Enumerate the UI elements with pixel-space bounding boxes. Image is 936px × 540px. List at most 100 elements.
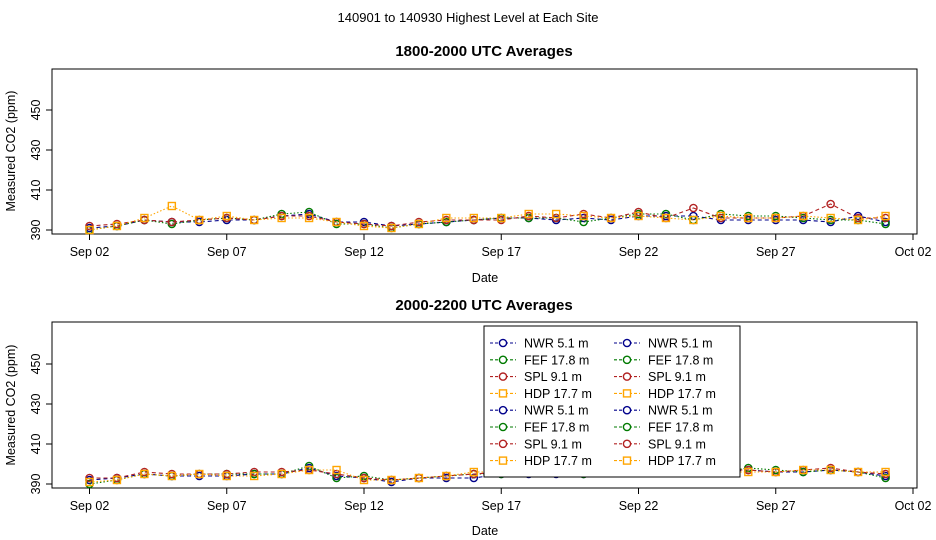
- legend-marker: [498, 355, 508, 365]
- x-tick-label: Sep 27: [756, 499, 796, 513]
- legend-label: NWR 5.1 m: [648, 404, 713, 418]
- x-tick-label: Sep 17: [481, 245, 521, 259]
- legend-marker: [498, 439, 508, 449]
- legend-marker: [622, 355, 632, 365]
- legend-entry: SPL 9.1 m: [490, 437, 582, 451]
- data-point: [222, 211, 231, 221]
- data-point: [469, 213, 478, 223]
- data-point: [222, 471, 231, 481]
- series-line: [89, 203, 886, 227]
- legend-label: NWR 5.1 m: [524, 404, 589, 418]
- x-tick-label: Oct 02: [895, 245, 932, 259]
- y-tick-label: 430: [29, 394, 43, 415]
- data-point: [497, 213, 506, 223]
- x-tick-label: Sep 07: [207, 499, 247, 513]
- data-point: [442, 213, 451, 223]
- legend-entry: FEF 17.8 m: [490, 353, 589, 367]
- legend-entry: HDP 17.7 m: [614, 387, 716, 401]
- legend-entry: NWR 5.1 m: [614, 337, 713, 351]
- y-tick-label: 390: [29, 220, 43, 241]
- x-tick-label: Oct 02: [895, 499, 932, 513]
- y-tick-label: 410: [29, 180, 43, 201]
- data-point: [249, 215, 259, 225]
- data-point: [387, 475, 396, 485]
- data-point: [277, 213, 286, 223]
- legend-entry: HDP 17.7 m: [490, 387, 592, 401]
- legend-entry: NWR 5.1 m: [614, 404, 713, 418]
- x-axis-label: Date: [472, 524, 498, 538]
- panel-1800-2000: 1800-2000 UTC Averages Date Measured CO2…: [4, 43, 931, 285]
- data-point: [881, 219, 890, 229]
- data-point: [249, 471, 259, 481]
- legend-marker: [498, 338, 508, 348]
- series-spl-9-1-m: [85, 199, 890, 231]
- legend-label: FEF 17.8 m: [524, 353, 589, 367]
- data-point: [799, 211, 808, 221]
- legend-label: NWR 5.1 m: [524, 337, 589, 351]
- legend-entry: SPL 9.1 m: [614, 370, 706, 384]
- data-point: [387, 223, 396, 233]
- data-point: [853, 215, 863, 225]
- data-point: [881, 467, 890, 477]
- legend-label: SPL 9.1 m: [524, 437, 582, 451]
- data-point: [689, 215, 698, 225]
- legend-entry: HDP 17.7 m: [490, 454, 592, 468]
- legend-label: FEF 17.8 m: [648, 421, 713, 435]
- legend-label: HDP 17.7 m: [648, 454, 716, 468]
- legend-entry: FEF 17.8 m: [490, 421, 589, 435]
- data-point: [771, 213, 780, 223]
- plot-frame: [51, 68, 918, 235]
- x-tick-label: Sep 12: [344, 499, 384, 513]
- data-point: [853, 467, 863, 477]
- data-point: [195, 469, 204, 479]
- data-point: [112, 475, 122, 485]
- legend-entry: SPL 9.1 m: [614, 437, 706, 451]
- x-tick-label: Sep 27: [756, 245, 796, 259]
- legend-label: HDP 17.7 m: [524, 454, 592, 468]
- y-tick-label: 430: [29, 140, 43, 161]
- data-point: [304, 465, 314, 475]
- series-fef-17-8-m: [85, 207, 890, 235]
- x-axis-label: Date: [472, 271, 498, 285]
- legend-marker: [498, 389, 508, 398]
- x-tick-label: Sep 02: [70, 245, 110, 259]
- data-point: [716, 211, 726, 221]
- y-tick-label: 450: [29, 100, 43, 121]
- series-line: [89, 213, 886, 229]
- legend-entry: NWR 5.1 m: [490, 337, 589, 351]
- x-tick-label: Sep 22: [619, 499, 659, 513]
- legend-marker: [622, 389, 632, 398]
- data-point: [277, 469, 286, 479]
- data-point: [469, 467, 478, 477]
- legend-label: FEF 17.8 m: [524, 421, 589, 435]
- legend-marker: [622, 422, 632, 432]
- axis-ticks: Sep 02 Sep 07 Sep 12 Sep 17 Sep 22 Sep 27 Oct …: [29, 354, 931, 513]
- legend-marker: [498, 405, 508, 415]
- x-tick-label: Sep 22: [619, 245, 659, 259]
- data-point: [332, 465, 341, 475]
- data-point: [661, 213, 671, 223]
- data-point: [332, 217, 341, 227]
- data-point: [826, 213, 835, 223]
- panel-title: 2000-2200 UTC Averages: [395, 297, 572, 314]
- data-point: [195, 215, 204, 225]
- legend-label: HDP 17.7 m: [524, 387, 592, 401]
- data-point: [881, 473, 890, 483]
- legend-label: FEF 17.8 m: [648, 353, 713, 367]
- x-tick-label: Sep 12: [344, 245, 384, 259]
- legend: NWR 5.1 m NWR 5.1 m FEF 17.8 m FEF 17.8 m SP…: [483, 325, 741, 478]
- legend-box: [483, 325, 741, 478]
- data-point: [579, 217, 588, 227]
- legend-marker: [622, 439, 632, 449]
- y-axis-label: Measured CO2 (ppm): [4, 345, 18, 466]
- data-point: [744, 213, 753, 223]
- data-point: [689, 203, 698, 213]
- data-point: [606, 213, 616, 223]
- x-tick-label: Sep 17: [481, 499, 521, 513]
- data-point: [167, 201, 177, 211]
- data-point: [414, 219, 424, 229]
- legend-entry: NWR 5.1 m: [490, 404, 589, 418]
- data-point: [359, 475, 369, 485]
- data-point: [304, 213, 314, 223]
